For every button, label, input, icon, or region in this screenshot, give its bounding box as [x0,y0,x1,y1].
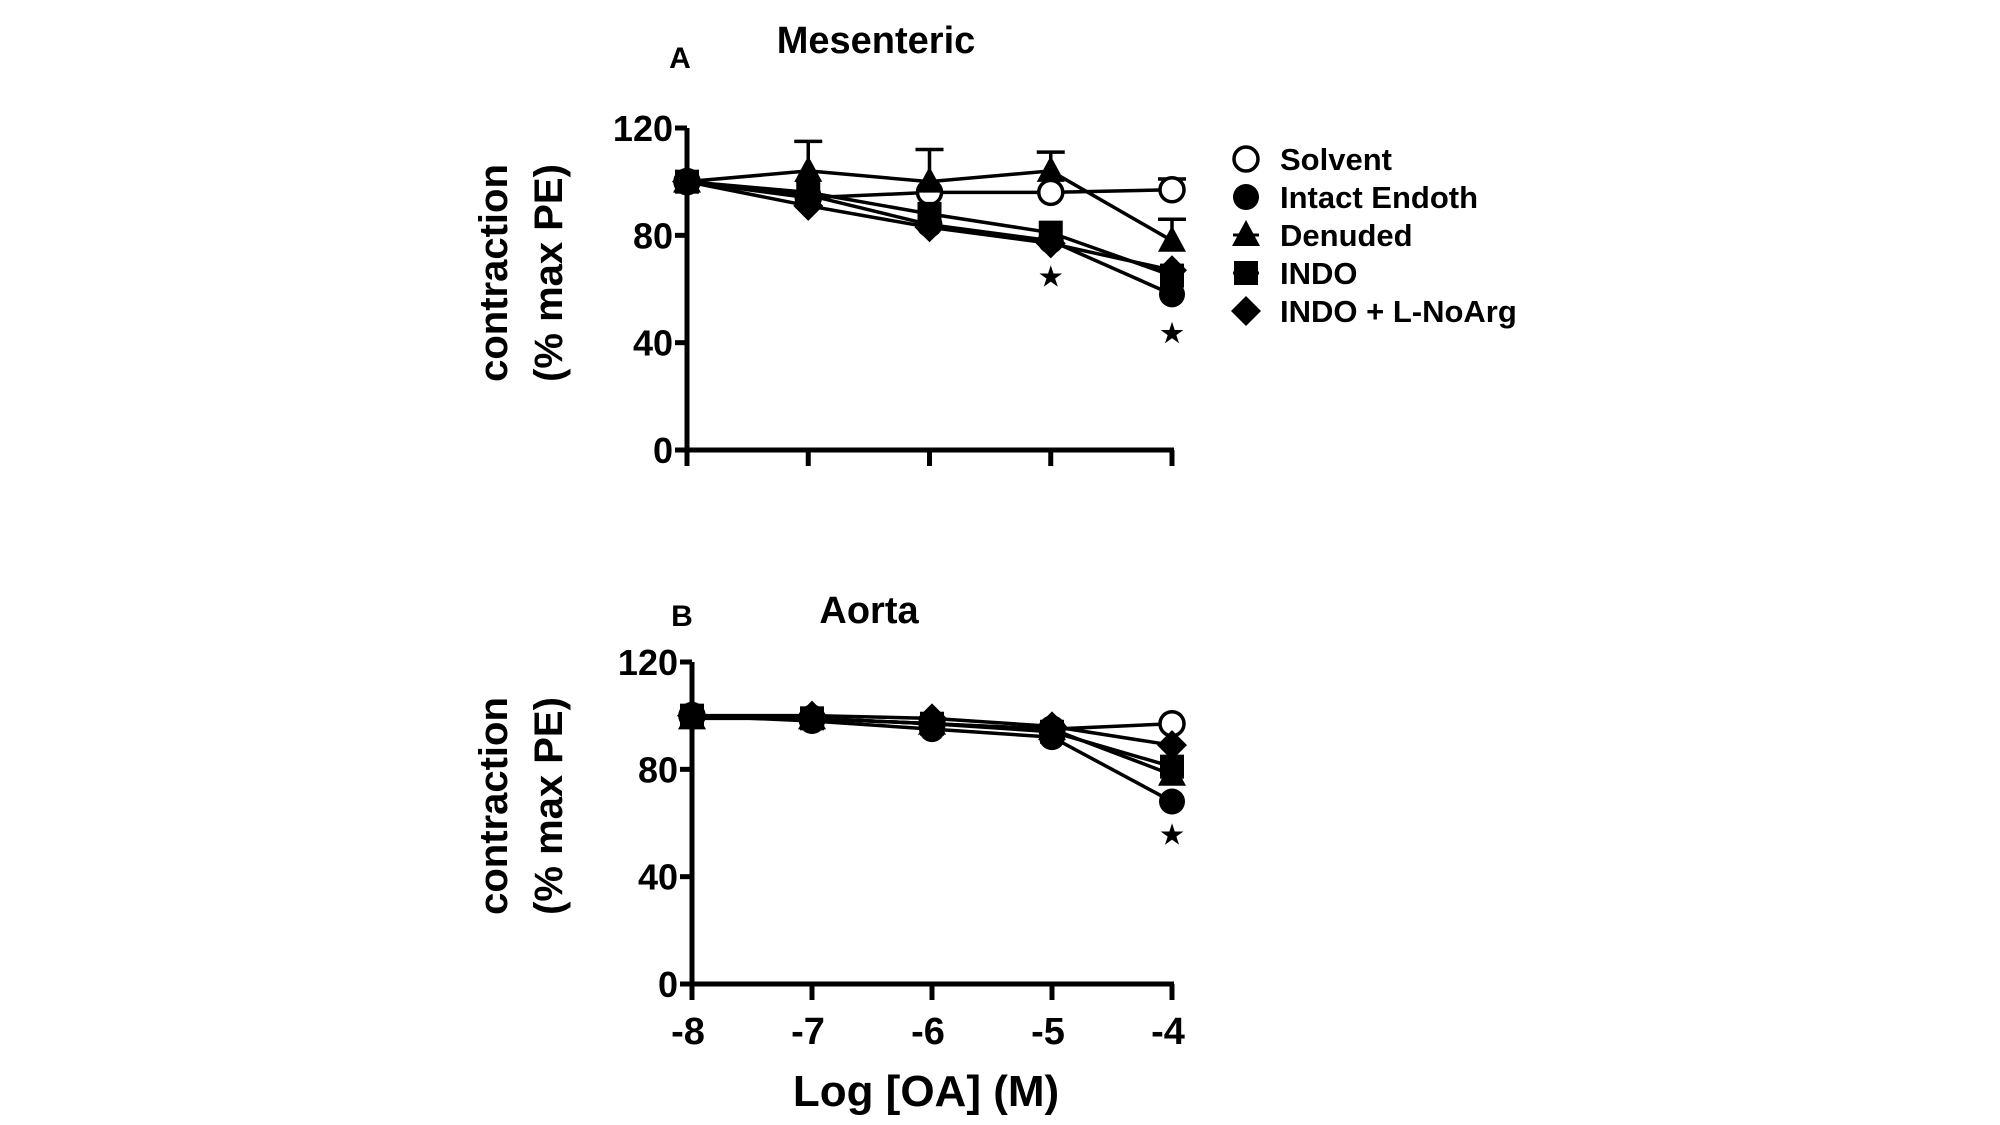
panel-b-ytick-label: 120 [618,642,678,683]
panel-a-title: Mesenteric [777,20,976,62]
legend-label: Denuded [1280,218,1413,253]
data-point [1037,178,1065,207]
legend-marker [1231,296,1261,326]
panel-b-xtick-label: -5 [1031,1011,1065,1053]
panel-a-ytick-label: 40 [633,323,673,364]
panel-a-ylabel-line2: (% max PE) [527,164,571,382]
panel-a-series [672,139,1187,308]
panel-a-ylabel-line1: contraction [472,164,516,382]
panel-b-axes: 0 40 80 120 -8 -7 -6 -5 -4 [618,642,1185,1053]
legend-item-solvent: Solvent [1232,142,1392,177]
legend-item-indo-l-noarg: INDO + L-NoArg [1231,294,1517,329]
data-point [1037,711,1067,742]
legend-item-indo: INDO [1233,256,1358,291]
legend-item-denuded: Denuded [1232,218,1413,253]
data-point [793,190,824,221]
data-point [1036,155,1065,182]
data-point [1157,730,1187,761]
data-point [672,166,702,197]
legend-marker [1232,220,1260,246]
data-point [1035,228,1066,259]
panel-b-ytick-label: 80 [638,749,678,790]
panel-b-label: B [671,600,693,633]
data-point [915,166,944,193]
panel-b-series-indo-l-noarg [677,700,1187,761]
data-point [1159,281,1185,308]
data-point [1157,255,1187,286]
panel-a-axes: 0 40 80 120 [613,108,1175,471]
panel-b-aorta: B Aorta contraction (% max PE) 0 40 80 120 -… [472,590,1187,1116]
panel-b-xtick-label: -8 [671,1011,705,1053]
panel-a-ytick-label: 0 [653,430,673,471]
significance-star: ★ [1160,820,1184,850]
panel-b-ylabel-line1: contraction [472,697,516,915]
panel-a-series-indo-l-noarg [672,166,1187,286]
data-point [914,212,945,243]
legend-label: INDO + L-NoArg [1280,294,1517,329]
data-point [797,700,827,731]
legend-marker [1233,184,1259,210]
panel-a-ytick-label: 80 [633,215,673,256]
panel-a-ytick-label: 120 [613,108,673,149]
panel-b-ylabel-line2: (% max PE) [527,697,571,915]
legend-label: Intact Endoth [1280,180,1478,215]
data-point [677,700,707,731]
panel-b-series [677,700,1187,815]
legend-label: Solvent [1280,142,1392,177]
significance-star: ★ [1039,262,1063,292]
legend-item-intact-endoth: Intact Endoth [1233,180,1478,215]
legend-marker [1234,261,1258,285]
panel-b-xtick-label: -4 [1151,1011,1185,1053]
legend-label: INDO [1280,256,1358,291]
panel-a-annotations: ★★ [1039,262,1184,348]
panel-b-xlabel: Log [OA] (M) [793,1067,1059,1116]
data-point [1158,175,1186,204]
panel-b-ytick-label: 0 [658,964,678,1005]
panel-b-annotations: ★ [1160,820,1184,850]
significance-star: ★ [1160,318,1184,348]
panel-b-xtick-label: -6 [911,1011,945,1053]
panel-b-ytick-label: 40 [638,857,678,898]
data-point [1158,225,1186,252]
legend-marker [1232,145,1260,173]
data-point [917,703,947,734]
data-point [794,155,823,182]
data-point [1159,788,1185,815]
panel-a-mesenteric: A Mesenteric contraction (% max PE) 0 40 8… [472,20,1187,471]
panel-b-xtick-label: -7 [791,1011,825,1053]
panel-b-title: Aorta [819,590,919,632]
panel-a-label: A [669,42,691,75]
